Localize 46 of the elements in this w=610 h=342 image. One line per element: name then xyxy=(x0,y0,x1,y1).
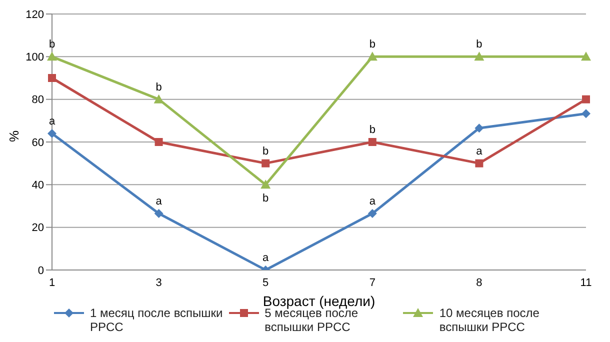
y-tick-label: 100 xyxy=(26,52,44,64)
point xyxy=(154,138,163,146)
point xyxy=(48,74,56,82)
x-tick-label: 5 xyxy=(262,276,269,289)
annotation: a xyxy=(262,252,270,264)
annotation: a xyxy=(156,195,163,208)
annotation: b xyxy=(48,38,56,51)
x-tick-label: 8 xyxy=(476,276,482,289)
annotation: a xyxy=(369,195,376,208)
annotation: b xyxy=(369,38,376,51)
point xyxy=(368,208,377,218)
x-axis-title: Возраст (недели) xyxy=(262,293,376,309)
point xyxy=(367,52,378,61)
annotation: b xyxy=(369,124,376,136)
y-tick-label: 40 xyxy=(32,180,44,192)
point xyxy=(474,124,484,133)
point xyxy=(368,138,376,146)
point xyxy=(474,52,484,61)
point xyxy=(48,128,56,138)
point xyxy=(475,159,484,168)
x-tick-label: 7 xyxy=(369,276,376,289)
y-tick-label: 120 xyxy=(26,8,44,21)
annotation: b xyxy=(262,192,269,204)
point xyxy=(154,208,164,218)
annotation: b xyxy=(156,81,162,94)
annotation: b xyxy=(262,145,269,158)
y-tick-label: 80 xyxy=(32,94,44,106)
y-tick-label: 0 xyxy=(38,264,44,277)
legend-label: 10 месяцев после вспышки PPCC xyxy=(439,306,540,334)
annotation: a xyxy=(48,115,56,128)
y-tick-label: 60 xyxy=(32,136,44,149)
point xyxy=(260,180,271,189)
point xyxy=(581,52,591,61)
point xyxy=(582,109,590,118)
point xyxy=(47,52,57,61)
x-tick-label: 11 xyxy=(580,276,592,289)
legend-label: 1 месяц после вспышки PPCC xyxy=(90,306,224,334)
point xyxy=(582,95,590,104)
annotation: b xyxy=(476,38,482,51)
point xyxy=(154,94,164,104)
y-tick-label: 20 xyxy=(32,222,44,234)
point xyxy=(262,159,270,168)
y-axis-title: % xyxy=(6,130,22,142)
x-tick-label: 1 xyxy=(48,276,56,289)
x-tick-label: 3 xyxy=(156,276,162,289)
annotation: a xyxy=(476,145,484,158)
